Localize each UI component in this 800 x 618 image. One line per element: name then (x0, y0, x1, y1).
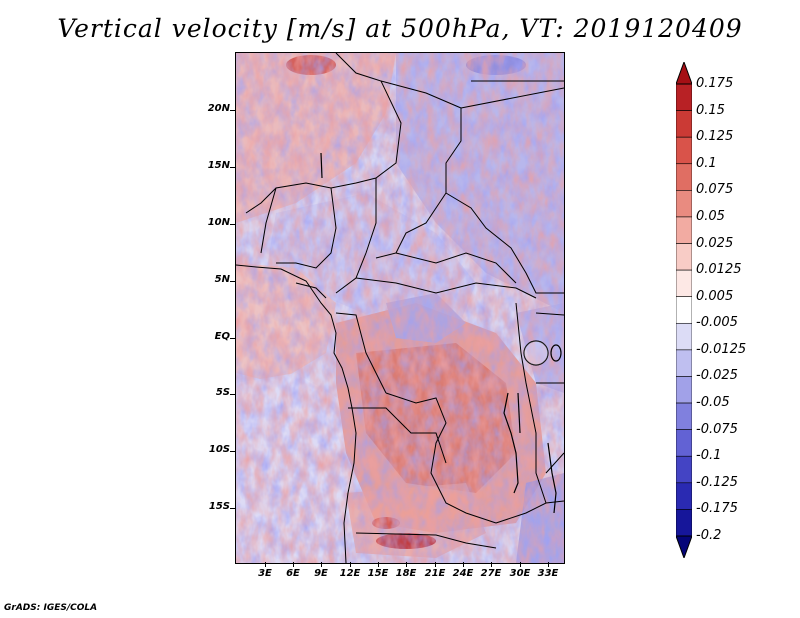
colorbar-label: -0.125 (696, 474, 738, 490)
colorbar-segment (676, 322, 692, 351)
lon-label-12e: 12E (339, 568, 361, 579)
map-plot-area (235, 52, 565, 564)
lon-tick (435, 562, 436, 567)
lon-tick (520, 562, 521, 567)
lon-tick (265, 562, 266, 567)
lon-tick (491, 562, 492, 567)
colorbar-label: -0.05 (696, 395, 730, 411)
colorbar-label: -0.175 (696, 501, 738, 517)
colorbar-label: -0.025 (696, 368, 738, 384)
lon-label-24e: 24E (452, 568, 474, 579)
colorbar-label: 0.0125 (696, 262, 742, 278)
lat-tick (230, 338, 235, 339)
colorbar-segment (676, 216, 692, 244)
lon-tick (406, 562, 407, 567)
colorbar-label: 0.05 (696, 208, 725, 224)
lon-label-6e: 6E (286, 568, 300, 579)
colorbar-label: -0.075 (696, 421, 738, 437)
lon-tick (463, 562, 464, 567)
vertical-velocity-field (236, 53, 564, 563)
lon-label-33e: 33E (537, 568, 559, 579)
lat-label-10s: 10S (208, 444, 230, 455)
colorbar-label: 0.075 (696, 182, 734, 198)
lon-tick (293, 562, 294, 567)
lat-label-eq: EQ (214, 331, 230, 342)
chart-title: Vertical velocity [m/s] at 500hPa, VT: 2… (57, 14, 743, 43)
colorbar-label: 0.125 (696, 129, 734, 145)
colorbar-segments (676, 83, 692, 537)
colorbar-segment (676, 402, 692, 430)
colorbar-segment (676, 509, 692, 537)
lat-tick (230, 167, 235, 168)
lon-label-30e: 30E (509, 568, 531, 579)
lon-tick (350, 562, 351, 567)
colorbar-label: -0.0125 (696, 341, 747, 357)
colorbar-segment (676, 190, 692, 218)
colorbar-label: 0.175 (696, 76, 734, 91)
lon-tick (548, 562, 549, 567)
lat-label-20n: 20N (207, 103, 230, 114)
lat-label-15s: 15S (208, 501, 230, 512)
colorbar-segment (676, 136, 692, 165)
lat-label-5n: 5N (214, 274, 230, 285)
colorbar-segment (676, 482, 692, 510)
lat-tick (230, 281, 235, 282)
lat-tick (230, 508, 235, 509)
colorbar-segment (676, 455, 692, 484)
grads-credit: GrADS: IGES/COLA (4, 603, 98, 613)
lon-label-9e: 9E (314, 568, 328, 579)
lon-label-3e: 3E (258, 568, 272, 579)
colorbar-segment (676, 269, 692, 298)
lon-label-21e: 21E (424, 568, 446, 579)
colorbar-segment (676, 376, 692, 404)
colorbar (676, 62, 692, 558)
colorbar-max-arrow (676, 62, 692, 85)
lat-label-10n: 10N (207, 217, 230, 228)
colorbar-label: 0.005 (696, 288, 734, 304)
colorbar-segment (676, 429, 692, 457)
colorbar-label: -0.005 (696, 315, 738, 331)
lat-tick (230, 110, 235, 111)
colorbar-label: 0.025 (696, 235, 734, 251)
lat-label-5s: 5S (215, 387, 230, 398)
lon-label-15e: 15E (367, 568, 389, 579)
colorbar-segment (676, 163, 692, 191)
colorbar-segment (676, 296, 692, 324)
colorbar-segment (676, 110, 692, 138)
lat-tick (230, 394, 235, 395)
colorbar-min-arrow (676, 535, 692, 558)
lat-tick (230, 224, 235, 225)
lon-label-27e: 27E (480, 568, 502, 579)
colorbar-segment (676, 349, 692, 377)
lat-tick (230, 451, 235, 452)
colorbar-label: -0.2 (696, 528, 722, 543)
colorbar-label: 0.15 (696, 102, 725, 118)
colorbar-label: 0.1 (696, 155, 717, 171)
lon-tick (378, 562, 379, 567)
colorbar-segment (676, 83, 692, 111)
colorbar-label: -0.1 (696, 448, 722, 464)
lat-label-15n: 15N (207, 160, 230, 171)
lon-tick (321, 562, 322, 567)
colorbar-segment (676, 243, 692, 271)
lon-label-18e: 18E (395, 568, 417, 579)
